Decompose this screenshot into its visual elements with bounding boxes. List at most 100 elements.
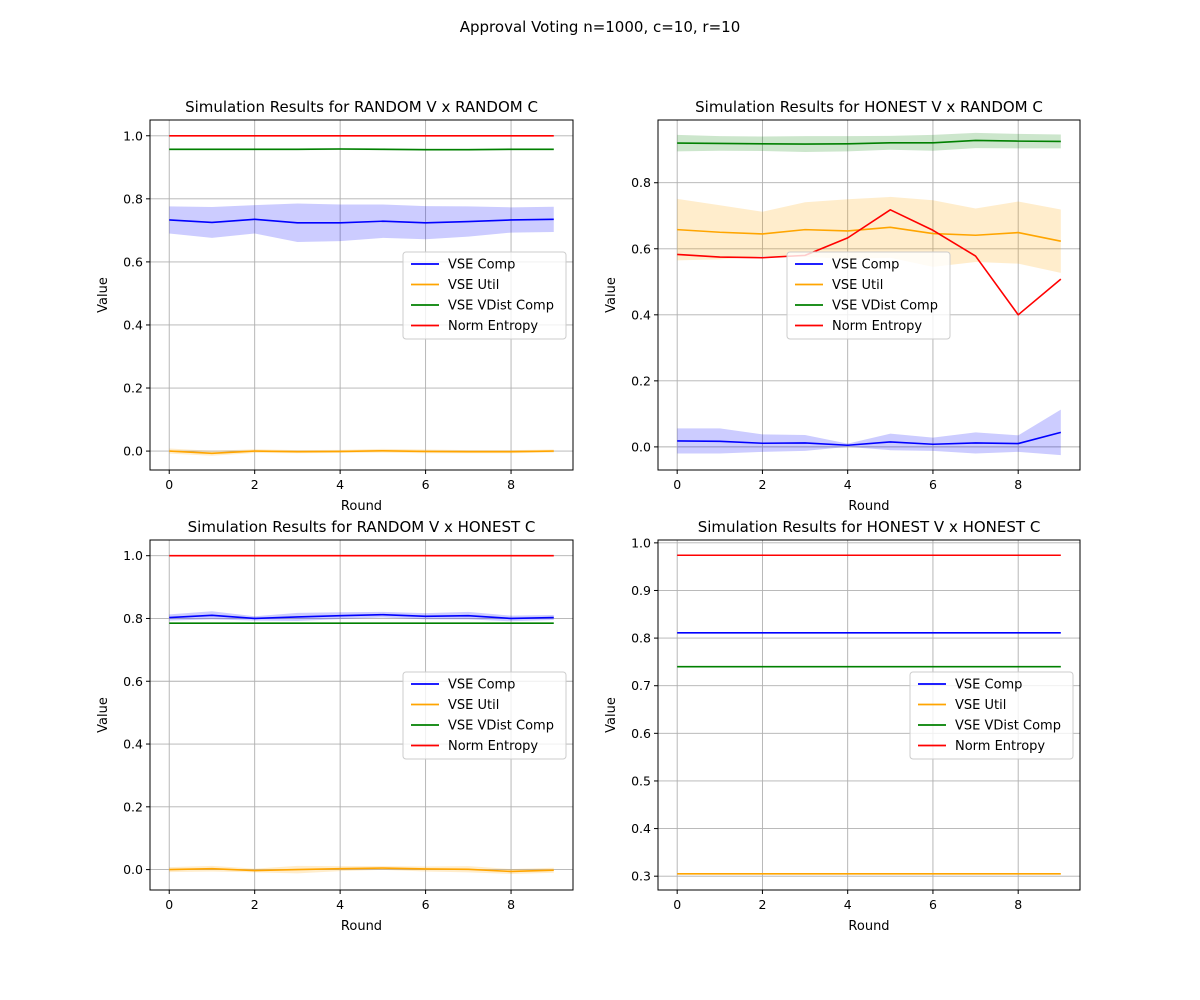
plot-area: [677, 554, 1061, 875]
y-tick-label: 0.0: [631, 439, 651, 454]
legend-label-vse-comp: VSE Comp: [448, 258, 515, 273]
band-vse-util: [169, 448, 554, 456]
x-tick-label: 8: [1014, 897, 1022, 912]
legend-label-vse-util: VSE Util: [448, 278, 499, 293]
legend-label-vse-vdist-comp: VSE VDist Comp: [448, 299, 554, 314]
y-tick-label: 0.2: [631, 373, 651, 388]
y-tick-label: 0.4: [631, 821, 651, 836]
y-tick-label: 0.0: [123, 444, 143, 459]
series-line-vse-util: [169, 867, 554, 873]
y-tick-label: 0.8: [123, 191, 143, 206]
legend-box: [402, 251, 567, 340]
legend-label-norm-entropy: Norm Entropy: [955, 739, 1045, 754]
series-line-vse-vdist-comp: [169, 148, 554, 151]
axes-frame: [149, 539, 574, 891]
x-tick-label: 4: [844, 477, 852, 492]
y-axis-label: Value: [96, 277, 111, 313]
x-tick-label: 6: [929, 897, 937, 912]
legend-label-vse-vdist-comp: VSE VDist Comp: [832, 299, 938, 314]
figure-suptitle: Approval Voting n=1000, c=10, r=10: [460, 18, 741, 36]
y-tick-label: 0.3: [631, 869, 651, 884]
series-line-vse-util: [677, 226, 1061, 242]
y-tick-label: 0.6: [123, 254, 143, 269]
legend-label-norm-entropy: Norm Entropy: [448, 739, 538, 754]
x-tick-label: 0: [673, 897, 681, 912]
x-tick-label: 4: [844, 897, 852, 912]
legend: VSE Comp VSE Util VSE VDist Comp Norm Entro…: [402, 671, 567, 760]
x-axis-label: Round: [341, 919, 382, 934]
y-tick-label: 0.8: [123, 611, 143, 626]
x-axis-label: Round: [341, 499, 382, 514]
y-axis-label: Value: [604, 277, 619, 313]
y-tick-label: 0.9: [631, 583, 651, 598]
series-line-vse-comp: [169, 218, 554, 224]
y-tick-label: 0.6: [631, 241, 651, 256]
panel-2: 0 2 4 6 8 0.0 0.2 0.4 0.6 0.8 Simulation Results f…: [604, 98, 1081, 514]
series-line-vse-util: [169, 449, 554, 455]
band-vse-vdist-comp: [677, 132, 1061, 153]
y-tick-label: 1.0: [123, 548, 143, 563]
legend-label-vse-util: VSE Util: [448, 698, 499, 713]
y-tick-label: 0.6: [123, 674, 143, 689]
legend: VSE Comp VSE Util VSE VDist Comp Norm Entro…: [909, 671, 1074, 760]
panel-title: Simulation Results for HONEST V x RANDOM…: [695, 98, 1043, 116]
x-tick-label: 2: [251, 477, 259, 492]
x-tick-label: 8: [507, 897, 515, 912]
legend-label-vse-comp: VSE Comp: [955, 678, 1022, 693]
legend: VSE Comp VSE Util VSE VDist Comp Norm Entro…: [786, 251, 951, 340]
x-tick-label: 0: [165, 477, 173, 492]
y-tick-label: 0.8: [631, 631, 651, 646]
y-tick-label: 0.0: [123, 862, 143, 877]
series-line-vse-comp: [677, 431, 1062, 447]
plot-area: [677, 132, 1062, 456]
panel-3: 0 2 4 6 8 0.0 0.2 0.4 0.6 0.8 1.0 Simulation Result…: [96, 518, 574, 934]
axes-frame: [657, 119, 1081, 471]
x-tick-label: 4: [336, 897, 344, 912]
legend-label-vse-comp: VSE Comp: [448, 678, 515, 693]
legend-box: [909, 671, 1074, 760]
plot-area: [169, 134, 554, 456]
series-line-vse-vdist-comp: [677, 139, 1061, 145]
x-tick-label: 8: [1014, 477, 1022, 492]
x-tick-label: 2: [251, 897, 259, 912]
legend-box: [402, 671, 567, 760]
y-tick-label: 0.4: [123, 317, 143, 332]
x-tick-label: 8: [507, 477, 515, 492]
legend-label-vse-util: VSE Util: [955, 698, 1006, 713]
legend: VSE Comp VSE Util VSE VDist Comp Norm Entro…: [402, 251, 567, 340]
x-tick-label: 2: [758, 897, 766, 912]
x-tick-label: 4: [336, 477, 344, 492]
band-vse-util: [169, 865, 554, 874]
x-axis-label: Round: [848, 919, 889, 934]
band-vse-comp: [677, 409, 1061, 456]
y-tick-label: 0.7: [631, 678, 651, 693]
legend-label-norm-entropy: Norm Entropy: [448, 319, 538, 334]
x-tick-label: 6: [422, 477, 430, 492]
legend-label-vse-util: VSE Util: [832, 278, 883, 293]
band-vse-util: [677, 196, 1061, 273]
y-axis-label: Value: [96, 697, 111, 733]
y-tick-label: 0.6: [631, 726, 651, 741]
y-tick-label: 0.4: [631, 307, 651, 322]
x-tick-label: 0: [165, 897, 173, 912]
y-tick-label: 0.8: [631, 175, 651, 190]
axes-frame: [657, 539, 1081, 891]
y-tick-label: 1.0: [123, 128, 143, 143]
series-line-vse-comp: [169, 613, 554, 620]
panel-4: 0 2 4 6 8 0.3 0.4 0.5 0.6 0.7 0.8 0.9 1.0 Simulation …: [604, 518, 1081, 934]
y-tick-label: 0.5: [631, 773, 651, 788]
x-axis-label: Round: [848, 499, 889, 514]
legend-box: [786, 251, 951, 340]
x-tick-label: 2: [758, 477, 766, 492]
x-tick-label: 6: [929, 477, 937, 492]
panel-title: Simulation Results for RANDOM V x HONEST…: [188, 518, 536, 536]
legend-label-norm-entropy: Norm Entropy: [832, 319, 922, 334]
y-tick-label: 0.4: [123, 737, 143, 752]
panel-title: Simulation Results for HONEST V x HONEST…: [698, 518, 1041, 536]
legend-label-vse-vdist-comp: VSE VDist Comp: [955, 719, 1061, 734]
x-tick-label: 0: [673, 477, 681, 492]
legend-label-vse-vdist-comp: VSE VDist Comp: [448, 719, 554, 734]
panel-title: Simulation Results for RANDOM V x RANDOM…: [185, 98, 538, 116]
series-line-norm-entropy: [677, 209, 1062, 316]
